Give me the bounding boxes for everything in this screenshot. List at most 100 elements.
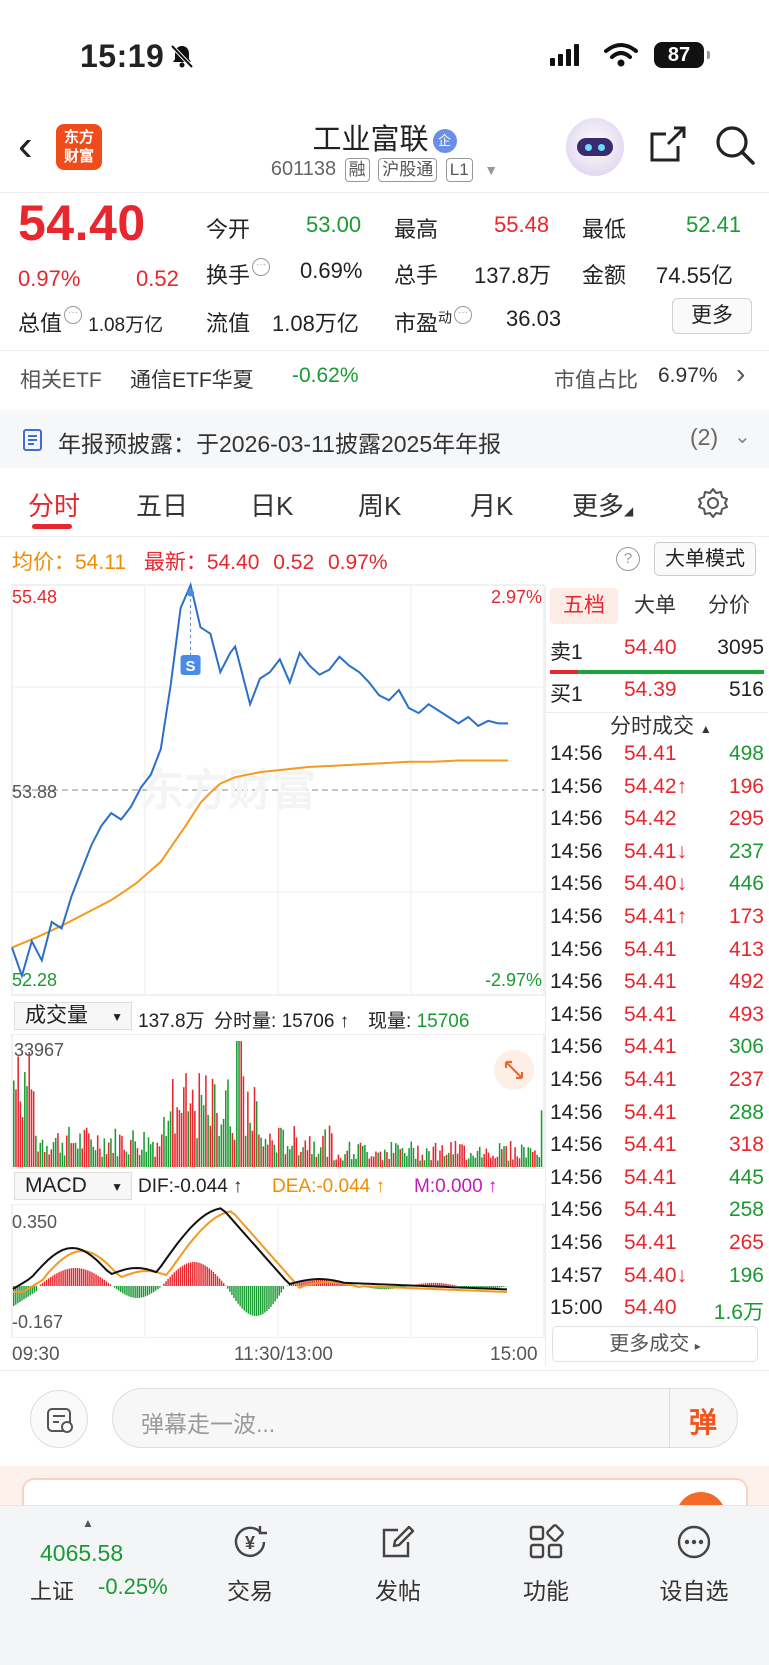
macd-bar [47, 1278, 50, 1286]
tab-more[interactable]: 更多◢ [572, 491, 634, 521]
ai-robot-icon[interactable] [566, 118, 624, 176]
volume-bar [258, 1134, 260, 1167]
macd-bar [218, 1278, 221, 1286]
tab-five-levels[interactable]: 五档 [550, 588, 618, 624]
tick-row: 14:56 54.41 258 [550, 1198, 764, 1230]
volume-bar [390, 1141, 393, 1167]
macd-bar [70, 1268, 73, 1286]
volume-bar [101, 1156, 103, 1167]
macd-bar [72, 1268, 75, 1286]
more-trades-button[interactable]: 更多成交 ▸ [552, 1326, 758, 1362]
high-point-dot [187, 589, 195, 597]
volume-bar [467, 1158, 470, 1167]
volume-value: 137.8万 [474, 263, 552, 288]
nav-add-watchlist[interactable]: 设自选 [644, 1522, 744, 1606]
macd-bar [327, 1280, 330, 1286]
macd-bar [206, 1266, 208, 1286]
stock-code-row[interactable]: 601138 融 沪股通 L1 ▼ [0, 158, 769, 182]
macd-bar [245, 1286, 248, 1313]
macd-selector[interactable]: MACD ▼ [14, 1172, 132, 1200]
app-logo[interactable]: 东方 财富 [56, 124, 102, 170]
dropdown-caret-icon: ▼ [484, 162, 499, 178]
volume-bar [490, 1157, 492, 1167]
document-icon [23, 429, 42, 451]
tick-time: 14:57 [550, 1263, 603, 1287]
volume-bar [238, 1041, 240, 1167]
volume-bar [251, 1130, 254, 1167]
nav-post[interactable]: 发帖 [348, 1522, 448, 1606]
nav-functions[interactable]: 功能 [496, 1522, 596, 1606]
danmu-settings-button[interactable] [30, 1390, 88, 1448]
more-quote-button[interactable]: 更多 [672, 298, 752, 334]
volume-bar [59, 1152, 61, 1167]
volume-selector[interactable]: 成交量 ▼ [14, 1002, 132, 1030]
tab-five-day[interactable]: 五日 [136, 491, 189, 521]
volume-bar [81, 1148, 84, 1167]
search-icon[interactable] [714, 124, 756, 166]
volume-bar [536, 1154, 538, 1167]
nav-trade[interactable]: ¥ 交易 [200, 1522, 300, 1606]
volume-bar [454, 1140, 457, 1167]
volume-bar [401, 1147, 404, 1167]
volume-bar [172, 1079, 174, 1167]
volume-bar [439, 1150, 441, 1167]
macd-bar [453, 1285, 455, 1286]
volume-bar [143, 1132, 145, 1167]
wifi-icon [604, 43, 638, 67]
volume-bar [357, 1144, 360, 1167]
volume-bar [379, 1151, 382, 1167]
current-volume: 现量: 15706 [368, 1011, 470, 1032]
chevron-right-icon: › [736, 358, 746, 389]
ticks-header[interactable]: 分时成交 ▲ [610, 715, 712, 738]
volume-bar [505, 1146, 508, 1167]
related-etf-row[interactable]: 相关ETF 通信ETF华夏 -0.62% 市值占比 6.97% › [0, 352, 769, 402]
volume-bar [275, 1152, 278, 1167]
volume-total: 137.8万 [138, 1011, 205, 1032]
tab-price-distribution[interactable]: 分价 [708, 594, 750, 617]
annual-report-notice[interactable]: 年报预披露：于2026-03-11披露2025年年报 (2) ⌄ [0, 410, 769, 468]
tab-daily-k[interactable]: 日K [250, 491, 294, 521]
macd-bar [185, 1263, 188, 1286]
volume-bar [85, 1127, 88, 1167]
macd-bar [274, 1286, 276, 1302]
volume-bar [103, 1138, 106, 1167]
tick-price: 54.42 [624, 807, 677, 831]
macd-chart[interactable]: 0.350 -0.167 [0, 1204, 546, 1338]
tick-time: 14:56 [550, 1068, 603, 1091]
macd-bar [19, 1286, 21, 1302]
volume-chart[interactable]: 33967 [0, 1034, 546, 1170]
current-price: 54.40 [18, 195, 146, 251]
macd-bar [262, 1286, 264, 1314]
share-icon[interactable] [648, 124, 688, 164]
volume-bar [136, 1148, 139, 1167]
index-change: -0.25% [98, 1574, 168, 1599]
tick-volume: 318 [728, 1133, 764, 1157]
change-amount: 0.52 [136, 266, 179, 291]
volume-bar [359, 1142, 362, 1167]
macd-bar [105, 1281, 108, 1286]
index-ticker[interactable]: ▲ 4065.58 上证 -0.25% [30, 1516, 168, 1604]
big-order-mode-button[interactable]: 大单模式 [654, 542, 756, 576]
tab-intraday[interactable]: 分时 [28, 491, 81, 521]
help-icon[interactable]: ? [616, 547, 640, 571]
macd-bar [451, 1284, 453, 1286]
bell-muted-icon [170, 44, 194, 69]
danmu-input[interactable]: 弹幕走一波... 弹 [112, 1388, 738, 1448]
tab-weekly-k[interactable]: 周K [358, 491, 402, 521]
macd-bar [447, 1284, 449, 1286]
settings-gear-icon[interactable] [696, 486, 730, 520]
tab-monthly-k[interactable]: 月K [470, 491, 514, 521]
macd-bar [140, 1286, 143, 1298]
back-chevron-icon[interactable]: ‹ [18, 121, 33, 170]
tab-big-orders[interactable]: 大单 [634, 594, 676, 617]
danmu-send-button[interactable]: 弹 [689, 1407, 718, 1438]
volume-bar [174, 1133, 176, 1167]
macd-bar [138, 1286, 140, 1298]
tick-volume: 258 [728, 1198, 764, 1222]
volume-bar [260, 1137, 262, 1167]
info-dots-icon: ··· [454, 306, 473, 324]
volume-bars [13, 1041, 543, 1167]
intraday-chart[interactable]: 东方财富 S 55.48 53.88 52.28 2.97% -2.97% [0, 580, 546, 1000]
macd-bar [93, 1273, 95, 1286]
volume-bar [269, 1133, 271, 1167]
